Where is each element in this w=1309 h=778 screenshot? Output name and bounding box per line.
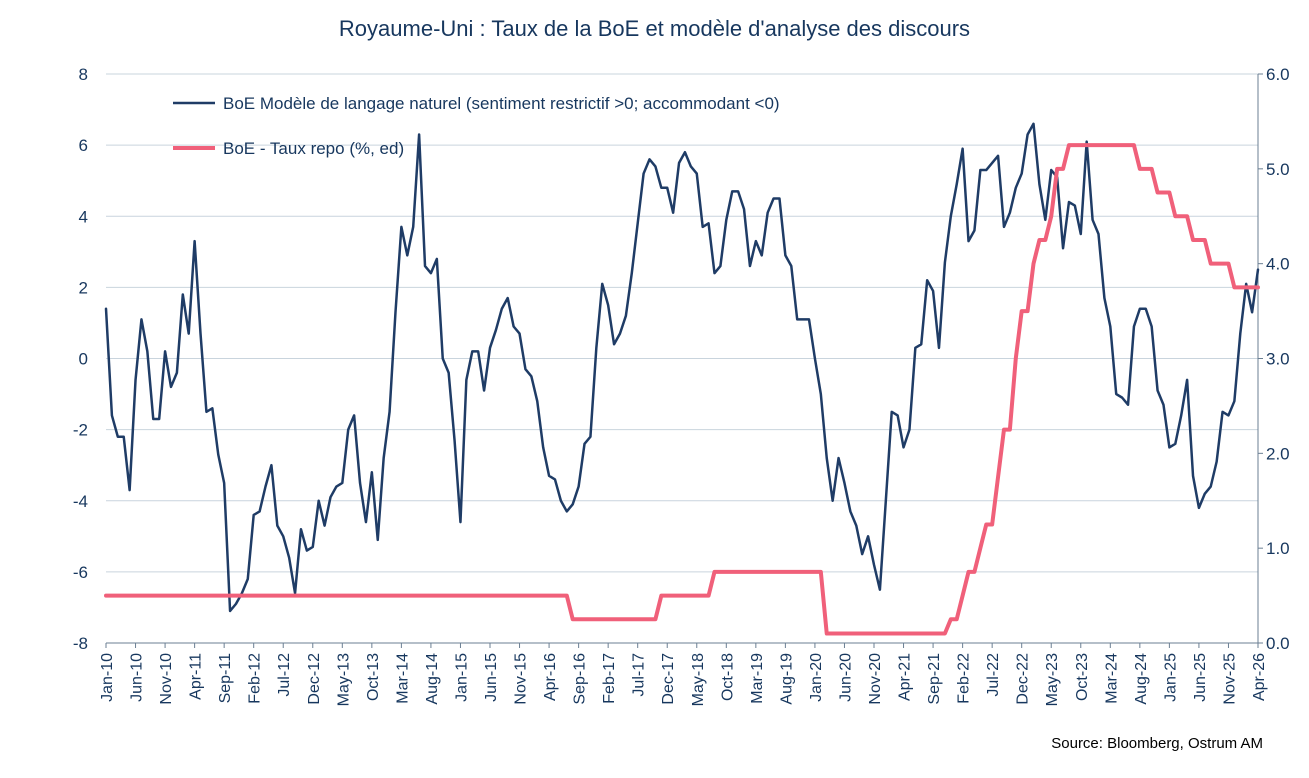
y-left-tick-label: -2 bbox=[73, 421, 88, 440]
x-tick-label: Sep-21 bbox=[926, 653, 943, 705]
x-tick-label: Feb-17 bbox=[601, 653, 618, 704]
x-tick-label: Jan-10 bbox=[99, 653, 116, 702]
y-left-tick-label: -8 bbox=[73, 634, 88, 653]
x-tick-label: Nov-25 bbox=[1221, 653, 1238, 705]
series-lines bbox=[104, 122, 1260, 636]
y-left-tick-label: -4 bbox=[73, 492, 88, 511]
x-tick-label: May-23 bbox=[1044, 653, 1061, 706]
x-tick-label: Mar-19 bbox=[749, 653, 766, 704]
x-tick-label: Jul-22 bbox=[985, 653, 1002, 697]
x-tick-label: Jan-15 bbox=[453, 653, 470, 702]
y-right-tick-label: 5.0 bbox=[1266, 160, 1290, 179]
x-tick-label: Mar-14 bbox=[394, 653, 411, 704]
x-tick-label: Oct-23 bbox=[1074, 653, 1091, 701]
y-right-tick-label: 3.0 bbox=[1266, 350, 1290, 369]
x-tick-label: Dec-12 bbox=[306, 653, 323, 705]
x-tick-label: Dec-17 bbox=[660, 653, 677, 705]
x-tick-label: Feb-22 bbox=[956, 653, 973, 704]
y-right-tick-label: 4.0 bbox=[1266, 255, 1290, 274]
x-tick-label: Dec-22 bbox=[1015, 653, 1032, 705]
y-right-tick-label: 0.0 bbox=[1266, 634, 1290, 653]
y-right-tick-label: 6.0 bbox=[1266, 65, 1290, 84]
y-right-tick-label: 1.0 bbox=[1266, 539, 1290, 558]
y-left-tick-label: -6 bbox=[73, 563, 88, 582]
x-tick-label: Jun-20 bbox=[837, 653, 854, 702]
x-tick-label: May-18 bbox=[690, 653, 707, 706]
x-tick-label: Apr-21 bbox=[897, 653, 914, 701]
y-left-tick-label: 6 bbox=[79, 136, 88, 155]
x-tick-label: Jun-15 bbox=[483, 653, 500, 702]
y-right-axis-ticks: 6.0 5.0 4.0 3.0 2.0 1.0 0.0 bbox=[1258, 65, 1290, 653]
x-tick-label: Jan-20 bbox=[808, 653, 825, 702]
x-tick-label: Jan-25 bbox=[1162, 653, 1179, 702]
x-tick-label: Feb-12 bbox=[247, 653, 264, 704]
x-tick-label: Aug-14 bbox=[424, 653, 441, 705]
x-tick-label: Jul-12 bbox=[276, 653, 293, 697]
x-axis-ticks: Jan-10 Jun-10 Nov-10 Apr-11 Sep-11 Feb-12 Jul-… bbox=[99, 643, 1268, 706]
x-tick-label: Mar-24 bbox=[1103, 653, 1120, 704]
legend-label: BoE Modèle de langage naturel (sentiment… bbox=[223, 94, 780, 113]
x-tick-label: Apr-26 bbox=[1251, 653, 1268, 701]
y-left-axis-ticks: 8 6 4 2 0 -2 -4 -6 -8 bbox=[73, 65, 88, 653]
legend-label: BoE - Taux repo (%, ed) bbox=[223, 139, 404, 158]
x-tick-label: Oct-13 bbox=[365, 653, 382, 701]
source-note: Source: Bloomberg, Ostrum AM bbox=[1051, 735, 1263, 752]
x-tick-label: Nov-10 bbox=[158, 653, 175, 705]
y-left-tick-label: 4 bbox=[79, 207, 88, 226]
x-tick-label: May-13 bbox=[335, 653, 352, 706]
y-left-tick-label: 0 bbox=[79, 350, 88, 369]
x-tick-label: Nov-15 bbox=[513, 653, 530, 705]
x-tick-label: Jul-17 bbox=[631, 653, 648, 697]
x-tick-label: Apr-11 bbox=[188, 653, 205, 700]
x-tick-label: Jun-10 bbox=[129, 653, 146, 702]
series-line-boe-nlp-model bbox=[104, 122, 1260, 613]
series-line-boe-repo-rate bbox=[104, 143, 1260, 636]
y-right-tick-label: 2.0 bbox=[1266, 444, 1290, 463]
x-tick-label: Sep-16 bbox=[572, 653, 589, 705]
x-tick-label: Aug-24 bbox=[1133, 653, 1150, 705]
x-tick-label: Sep-11 bbox=[217, 653, 234, 704]
y-left-tick-label: 2 bbox=[79, 278, 88, 297]
y-left-tick-label: 8 bbox=[79, 65, 88, 84]
x-tick-label: Jun-25 bbox=[1192, 653, 1209, 702]
x-tick-label: Aug-19 bbox=[778, 653, 795, 705]
x-tick-label: Oct-18 bbox=[719, 653, 736, 701]
x-tick-label: Apr-16 bbox=[542, 653, 559, 701]
x-tick-label: Nov-20 bbox=[867, 653, 884, 705]
chart-title: Royaume-Uni : Taux de la BoE et modèle d… bbox=[338, 16, 971, 41]
legend: BoE Modèle de langage naturel (sentiment… bbox=[173, 94, 780, 158]
